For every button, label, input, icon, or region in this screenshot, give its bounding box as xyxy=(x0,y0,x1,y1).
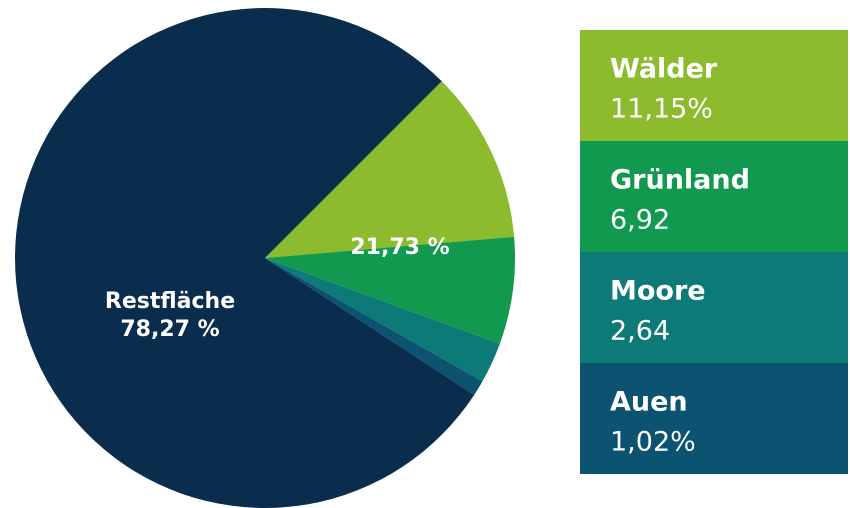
pie-slice xyxy=(15,7,475,508)
legend-box xyxy=(580,363,848,474)
legend-label: Auen xyxy=(610,387,688,418)
slice-label: 21,73 % xyxy=(350,235,449,260)
pie-slice xyxy=(265,258,483,395)
legend-label: Wälder xyxy=(610,54,718,85)
legend-value: 1,02% xyxy=(610,427,696,458)
legend-label: Grünland xyxy=(610,165,750,196)
legend-label: Moore xyxy=(610,276,706,307)
legend-box xyxy=(580,30,848,141)
pie-slice xyxy=(265,236,515,344)
legend-box xyxy=(580,141,848,252)
slice-label: Restfläche xyxy=(105,289,235,314)
legend-box xyxy=(580,252,848,363)
slice-value: 78,27 % xyxy=(120,317,219,342)
legend-value: 2,64 xyxy=(610,316,670,347)
legend-value: 11,15% xyxy=(610,94,713,125)
legend-value: 6,92 xyxy=(610,205,670,236)
pie-slice xyxy=(265,81,515,259)
pie-slice xyxy=(265,258,500,382)
